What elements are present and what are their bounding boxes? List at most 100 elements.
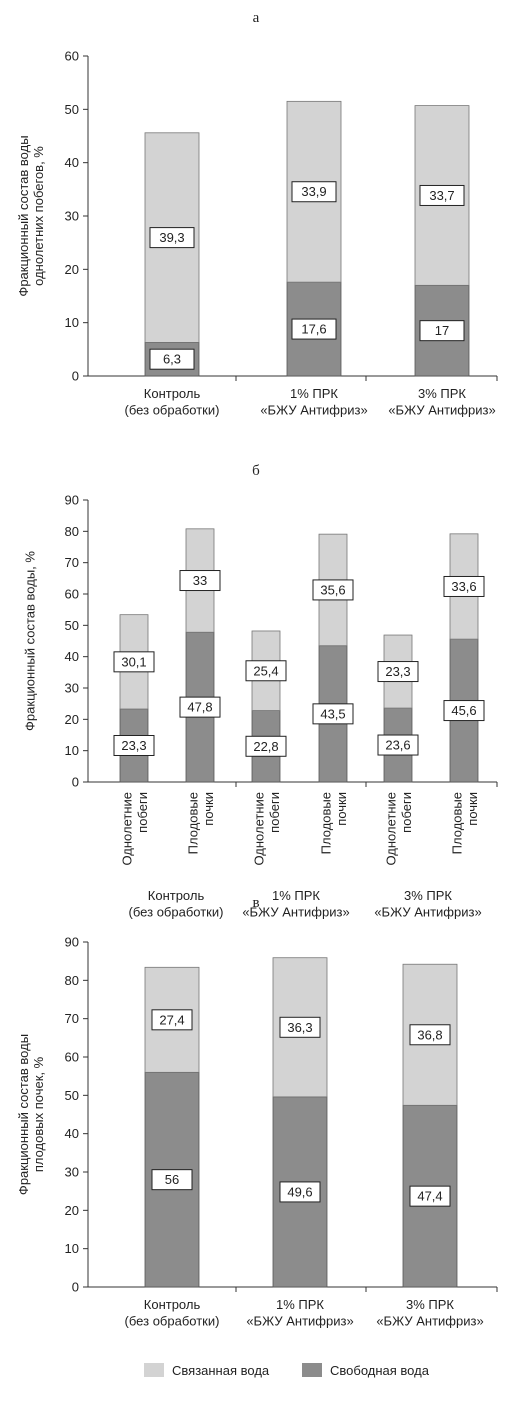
data-label-free-water: 22,8 [253,739,278,754]
y-tick-label: 70 [65,555,79,570]
y-tick-label: 80 [65,973,79,988]
x-category-label: 3% ПРК «БЖУ Антифриз» [376,1297,483,1328]
y-axis-label-3: Фракционный состав водыплодовых почек, % [16,1034,46,1195]
data-label-free-water-box [409,1185,451,1207]
data-label-bound-water-box [179,570,221,592]
data-label-bound-water-box [409,1024,451,1046]
data-label-free-water: 17,6 [301,322,326,337]
data-label-free-water: 23,3 [121,738,146,753]
data-label-bound-water: 30,1 [121,654,146,669]
y-tick-label: 10 [65,315,79,330]
y-tick-label: 60 [65,1050,79,1065]
y-tick-label: 0 [72,369,79,384]
x-group-label: 3% ПРК «БЖУ Антифриз» [374,888,481,919]
data-label-free-water: 17 [435,323,449,338]
y-tick-label: 20 [65,712,79,727]
data-label-bound-water: 39,3 [159,230,184,245]
data-label-free-water: 49,6 [287,1184,312,1199]
data-label-free-water-box [377,734,419,756]
y-tick-label: 30 [65,209,79,224]
data-label-bound-water: 36,3 [287,1020,312,1035]
y-tick-label: 0 [72,775,79,790]
data-label-bound-water: 33,9 [301,184,326,199]
data-label-free-water-box [443,700,485,722]
data-label-free-water-box [279,1181,321,1203]
data-label-free-water-box [151,1169,193,1191]
data-label-free-water-box [291,318,337,340]
y-tick-label: 50 [65,618,79,633]
data-label-bound-water: 35,6 [320,582,345,597]
data-label-bound-water-box [245,660,287,682]
data-label-bound-water-box [312,579,354,601]
y-tick-label: 50 [65,1088,79,1103]
legend-label-free-water: Свободная вода [330,1363,430,1378]
y-tick-label: 20 [65,262,79,277]
data-label-bound-water: 36,8 [417,1027,442,1042]
x-category-label: 3% ПРК «БЖУ Антифриз» [388,386,495,417]
y-tick-label: 40 [65,155,79,170]
x-category-label: Контроль (без обработки) [125,1297,220,1328]
y-axis-label-2: Фракционный состав воды, % [23,551,38,731]
x-subcategory-label: Однолетниепобеги [383,792,414,866]
y-tick-label: 90 [65,493,79,508]
data-label-bound-water-box [443,575,485,597]
data-label-free-water-box [312,703,354,725]
data-label-free-water: 45,6 [451,703,476,718]
data-label-free-water-box [179,696,221,718]
y-tick-label: 20 [65,1203,79,1218]
x-category-label: Контроль (без обработки) [125,386,220,417]
panel-2-letter: б [252,463,260,479]
data-label-free-water: 47,4 [417,1189,442,1204]
data-label-free-water: 6,3 [163,352,181,367]
y-tick-label: 60 [65,587,79,602]
y-tick-label: 70 [65,1011,79,1026]
x-subcategory-label: Плодовыепочки [185,792,216,854]
data-label-bound-water: 33,6 [451,579,476,594]
data-label-bound-water-box [279,1016,321,1038]
y-tick-label: 30 [65,1165,79,1180]
data-label-free-water: 47,8 [187,700,212,715]
data-label-free-water: 43,5 [320,706,345,721]
x-group-label: 1% ПРК «БЖУ Антифриз» [242,888,349,919]
y-tick-label: 40 [65,1126,79,1141]
y-tick-label: 40 [65,649,79,664]
data-label-free-water-box [149,348,195,370]
data-label-bound-water-box [113,651,155,673]
x-subcategory-label: Однолетниепобеги [251,792,282,866]
data-label-bound-water-box [377,661,419,683]
legend-label-bound-water: Связанная вода [172,1363,270,1378]
data-label-bound-water-box [291,181,337,203]
x-group-label: Контроль (без обработки) [129,888,224,919]
data-label-bound-water: 33 [193,573,207,588]
y-tick-label: 0 [72,1280,79,1295]
panel-3-letter: в [252,895,259,911]
data-label-bound-water: 23,3 [385,664,410,679]
panel-1-letter: а [253,10,260,26]
y-tick-label: 10 [65,1241,79,1256]
legend-swatch-free-water [302,1363,322,1377]
x-subcategory-label: Однолетниепобеги [119,792,150,866]
data-label-bound-water: 33,7 [429,188,454,203]
y-tick-label: 50 [65,102,79,117]
data-label-free-water-box [419,320,465,342]
data-label-bound-water: 25,4 [253,663,278,678]
x-subcategory-label: Плодовыепочки [318,792,349,854]
x-category-label: 1% ПРК «БЖУ Антифриз» [260,386,367,417]
data-label-bound-water-box [149,227,195,249]
y-tick-label: 60 [65,49,79,64]
data-label-free-water-box [245,735,287,757]
y-tick-label: 30 [65,681,79,696]
y-tick-label: 10 [65,743,79,758]
data-label-free-water-box [113,734,155,756]
y-tick-label: 80 [65,524,79,539]
data-label-free-water: 56 [165,1172,179,1187]
data-label-free-water: 23,6 [385,738,410,753]
x-category-label: 1% ПРК «БЖУ Антифриз» [246,1297,353,1328]
data-label-bound-water-box [419,184,465,206]
y-axis-label-1: Фракционный состав водыоднолетних побего… [16,135,46,296]
y-tick-label: 90 [65,935,79,950]
x-subcategory-label: Плодовыепочки [449,792,480,854]
data-label-bound-water-box [151,1009,193,1031]
legend-swatch-bound-water [144,1363,164,1377]
